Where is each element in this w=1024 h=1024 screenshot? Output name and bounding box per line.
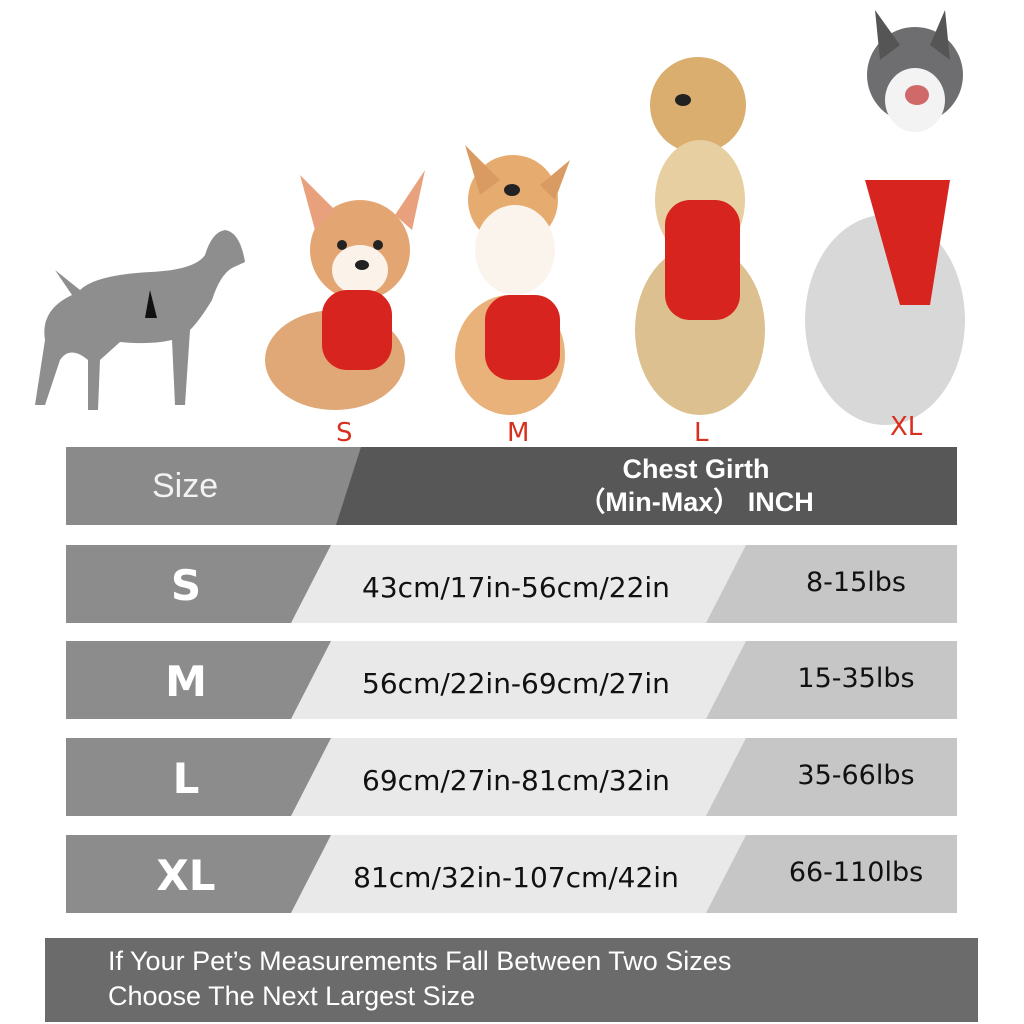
row-size: L [172,754,200,803]
dog-medium-corgi [455,145,570,415]
dog-large-golden-retriever [635,57,765,415]
measurement-dog-silhouette-icon [35,230,245,410]
row-girth: 69cm/27in-81cm/32in [362,764,670,797]
row-weight: 8-15lbs [806,567,906,598]
sizing-advice-banner: If Your Pet’s Measurements Fall Between … [45,938,978,1022]
row-weight: 35-66lbs [797,760,915,791]
advice-line-1: If Your Pet’s Measurements Fall Between … [108,946,732,976]
table-header: Size Chest Girth （Min-Max） INCH [66,447,957,525]
chest-girth-column-header: Chest Girth （Min-Max） INCH [578,454,814,517]
table-row: S 43cm/17in-56cm/22in 8-15lbs [66,545,957,623]
row-weight: 15-35lbs [797,663,915,694]
dog-size-label-s: S [336,418,353,448]
row-size: M [165,657,207,706]
row-weight: 66-110lbs [788,857,924,888]
row-size: XL [156,851,216,900]
row-girth: 43cm/17in-56cm/22in [362,571,670,604]
table-row: L 69cm/27in-81cm/32in 35-66lbs [66,738,957,816]
table-row: XL 81cm/32in-107cm/42in 66-110lbs [66,835,957,913]
dog-small-corgi-puppy [265,170,425,410]
advice-line-2: Choose The Next Largest Size [108,981,476,1011]
size-column-header: Size [152,467,219,505]
row-girth: 56cm/22in-69cm/27in [362,667,670,700]
row-girth: 81cm/32in-107cm/42in [353,861,679,894]
row-size: S [170,561,202,610]
table-row: M 56cm/22in-69cm/27in 15-35lbs [66,641,957,719]
dog-size-label-m: M [507,418,530,448]
dog-illustrations [35,10,965,425]
dog-size-label-l: L [694,418,709,448]
dog-size-label-xl: XL [890,412,923,442]
dog-xl-husky [805,10,965,425]
